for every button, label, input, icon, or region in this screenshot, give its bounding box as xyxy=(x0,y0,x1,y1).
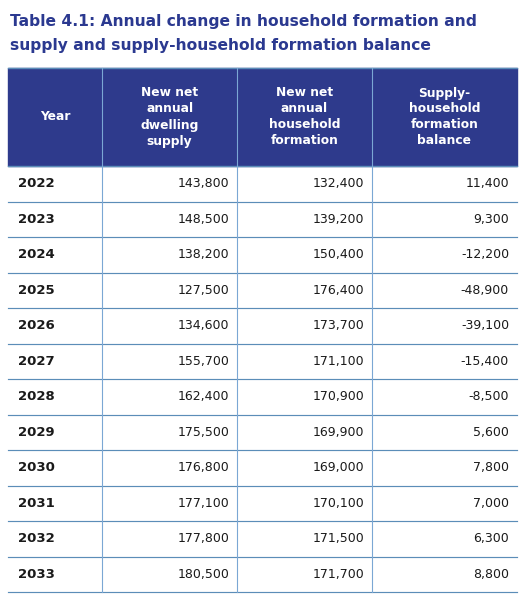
Text: 170,900: 170,900 xyxy=(312,391,364,403)
Bar xyxy=(8,556,517,592)
Text: 7,800: 7,800 xyxy=(473,461,509,474)
Text: 150,400: 150,400 xyxy=(312,248,364,261)
Text: 171,700: 171,700 xyxy=(312,568,364,581)
Text: 177,100: 177,100 xyxy=(177,497,229,510)
Text: 173,700: 173,700 xyxy=(312,319,364,332)
Text: 176,800: 176,800 xyxy=(177,461,229,474)
Text: 170,100: 170,100 xyxy=(312,497,364,510)
Text: 171,500: 171,500 xyxy=(312,533,364,545)
Text: Year: Year xyxy=(40,110,70,123)
Text: 134,600: 134,600 xyxy=(177,319,229,332)
Text: 2032: 2032 xyxy=(18,533,55,545)
Text: 175,500: 175,500 xyxy=(177,426,229,438)
Text: 2029: 2029 xyxy=(18,426,55,438)
Text: 2024: 2024 xyxy=(18,248,55,261)
Bar xyxy=(8,68,517,166)
Text: 143,800: 143,800 xyxy=(177,177,229,190)
Text: -8,500: -8,500 xyxy=(468,391,509,403)
Text: supply and supply-household formation balance: supply and supply-household formation ba… xyxy=(10,38,431,53)
Text: -12,200: -12,200 xyxy=(461,248,509,261)
Bar xyxy=(8,166,517,201)
Text: 177,800: 177,800 xyxy=(177,533,229,545)
Bar xyxy=(8,486,517,521)
Text: 2023: 2023 xyxy=(18,213,55,226)
Bar xyxy=(8,415,517,450)
Text: 2025: 2025 xyxy=(18,284,55,297)
Text: New net
annual
household
formation: New net annual household formation xyxy=(269,86,340,147)
Bar xyxy=(8,379,517,415)
Text: 2031: 2031 xyxy=(18,497,55,510)
Text: 171,100: 171,100 xyxy=(312,355,364,368)
Bar xyxy=(8,343,517,379)
Bar xyxy=(8,521,517,556)
Text: 169,900: 169,900 xyxy=(312,426,364,438)
Text: 176,400: 176,400 xyxy=(312,284,364,297)
Text: 6,300: 6,300 xyxy=(473,533,509,545)
Text: -39,100: -39,100 xyxy=(461,319,509,332)
Bar xyxy=(8,201,517,237)
Text: -48,900: -48,900 xyxy=(461,284,509,297)
Text: 2028: 2028 xyxy=(18,391,55,403)
Bar xyxy=(8,273,517,308)
Bar xyxy=(8,450,517,486)
Text: 127,500: 127,500 xyxy=(177,284,229,297)
Text: 2026: 2026 xyxy=(18,319,55,332)
Text: 132,400: 132,400 xyxy=(312,177,364,190)
Bar xyxy=(8,308,517,343)
Bar xyxy=(8,237,517,273)
Text: 138,200: 138,200 xyxy=(177,248,229,261)
Text: 2027: 2027 xyxy=(18,355,55,368)
Text: 155,700: 155,700 xyxy=(177,355,229,368)
Text: Table 4.1: Annual change in household formation and: Table 4.1: Annual change in household fo… xyxy=(10,14,477,29)
Text: 7,000: 7,000 xyxy=(473,497,509,510)
Text: 2022: 2022 xyxy=(18,177,55,190)
Text: 9,300: 9,300 xyxy=(473,213,509,226)
Text: 11,400: 11,400 xyxy=(465,177,509,190)
Text: 169,000: 169,000 xyxy=(312,461,364,474)
Text: Supply-
household
formation
balance: Supply- household formation balance xyxy=(409,86,480,147)
Text: -15,400: -15,400 xyxy=(461,355,509,368)
Text: 139,200: 139,200 xyxy=(312,213,364,226)
Text: 5,600: 5,600 xyxy=(473,426,509,438)
Text: 180,500: 180,500 xyxy=(177,568,229,581)
Text: 2033: 2033 xyxy=(18,568,55,581)
Text: 8,800: 8,800 xyxy=(473,568,509,581)
Text: 2030: 2030 xyxy=(18,461,55,474)
Text: New net
annual
dwelling
supply: New net annual dwelling supply xyxy=(140,86,199,147)
Text: 148,500: 148,500 xyxy=(177,213,229,226)
Text: 162,400: 162,400 xyxy=(177,391,229,403)
